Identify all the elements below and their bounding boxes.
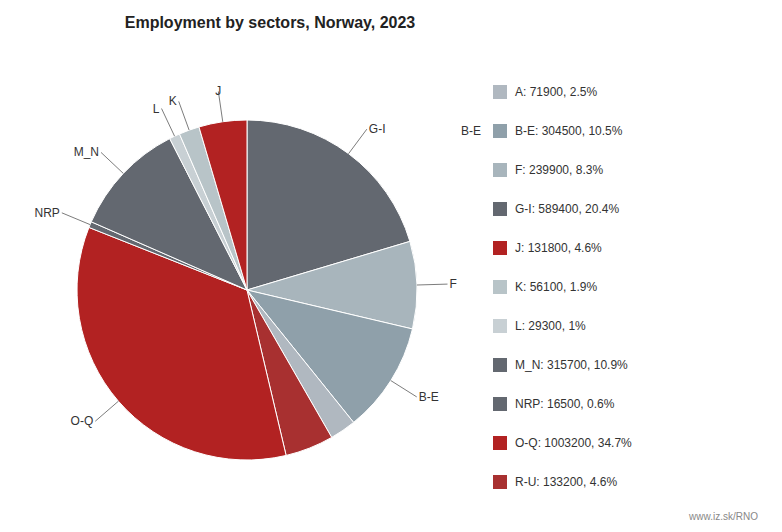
html-text:B-E: 304500, 10.5%: B-E: 304500, 10.5% [515, 123, 623, 138]
html-text:www.iz.sk/RNO: www.iz.sk/RNO [689, 511, 758, 522]
svg-text:K: K [169, 94, 177, 108]
html-text:O-Q: 1003200, 34.7%: O-Q: 1003200, 34.7% [515, 435, 632, 450]
html-text:F: 239900, 8.3%: F: 239900, 8.3% [515, 162, 604, 177]
html-text:K: 56100, 1.9%: K: 56100, 1.9% [515, 279, 598, 294]
svg-text:NRP: NRP [34, 206, 59, 220]
html-text:L: 29300, 1%: L: 29300, 1% [515, 318, 586, 333]
svg-text:B-E: B-E [419, 390, 439, 404]
html-text:A: 71900, 2.5%: A: 71900, 2.5% [515, 84, 598, 99]
svg-text:F: F [450, 277, 457, 291]
html-text:NRP: 16500, 0.6%: NRP: 16500, 0.6% [515, 396, 615, 411]
html-text:G-I: 589400, 20.4%: G-I: 589400, 20.4% [515, 201, 620, 216]
html-text:J: 131800, 4.6%: J: 131800, 4.6% [515, 240, 602, 255]
svg-text:M_N: M_N [74, 145, 99, 159]
html-text:Employment by sectors, Norway,: Employment by sectors, Norway, 2023 [124, 14, 416, 31]
html-text:M_N: 315700, 10.9%: M_N: 315700, 10.9% [515, 357, 628, 372]
svg-text:O-Q: O-Q [71, 414, 94, 428]
svg-text:J: J [215, 84, 221, 98]
svg-text:G-I: G-I [369, 122, 386, 136]
html-text:B-E: B-E [461, 123, 481, 138]
html-text:R-U: 133200, 4.6%: R-U: 133200, 4.6% [515, 474, 618, 489]
svg-text:L: L [153, 102, 160, 116]
